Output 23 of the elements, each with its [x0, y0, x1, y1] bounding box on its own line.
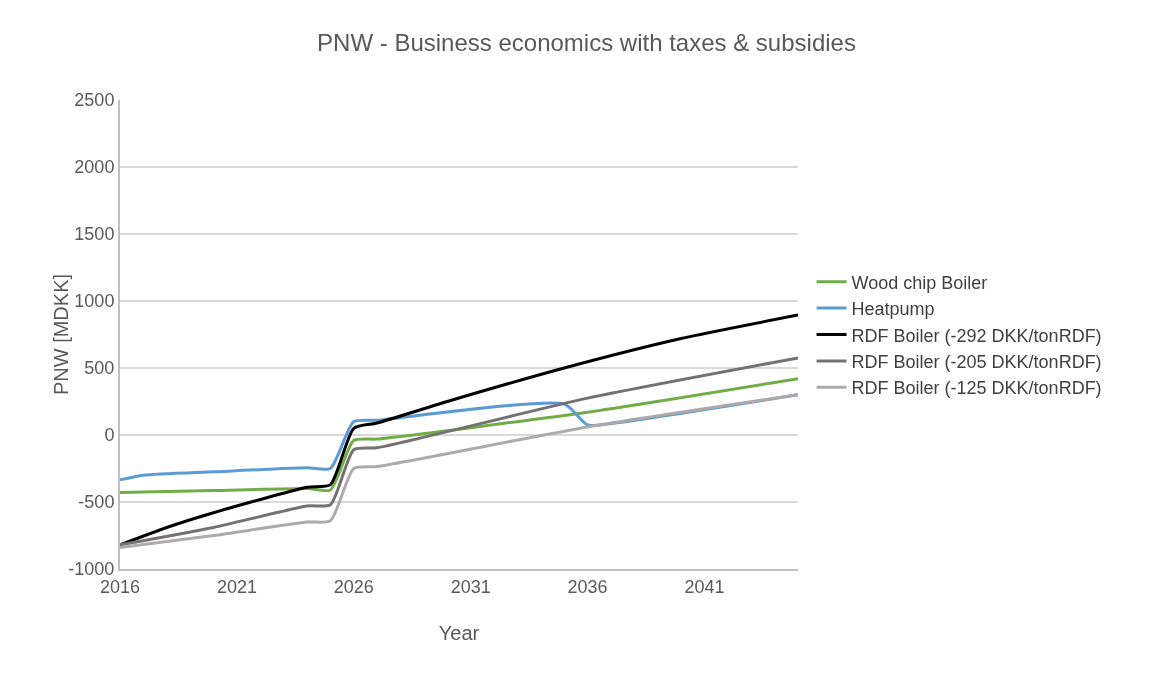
line-series — [120, 393, 798, 550]
legend-label: Heatpump — [851, 299, 935, 320]
legend-label: Wood chip Boiler — [851, 272, 988, 293]
y-tick-label: 500 — [84, 358, 115, 379]
x-tick-label: 2031 — [450, 576, 491, 597]
x-tick-label: 2036 — [567, 576, 608, 597]
chart-title: PNW - Business economics with taxes & subsidies — [317, 28, 856, 56]
y-tick-label: 2000 — [74, 157, 115, 178]
y-tick-label: 2500 — [74, 90, 115, 111]
y-tick-label: 0 — [104, 425, 115, 446]
legend-label: RDF Boiler (-292 DKK/tonRDF) — [851, 325, 1102, 346]
x-tick-label: 2041 — [684, 576, 725, 597]
y-tick-label: -500 — [78, 492, 115, 513]
y-tick-label: 1500 — [74, 224, 115, 245]
legend-label: RDF Boiler (-125 DKK/tonRDF) — [851, 378, 1102, 399]
y-tick-label: 1000 — [74, 291, 115, 312]
y-axis-title: PNW [MDKK] — [50, 273, 73, 396]
line-series — [120, 377, 798, 495]
legend-label: RDF Boiler (-205 DKK/tonRDF) — [851, 351, 1102, 372]
x-axis-title: Year — [438, 622, 480, 644]
x-tick-label: 2026 — [333, 576, 374, 597]
line-series — [120, 356, 798, 547]
x-tick-label: 2021 — [216, 576, 257, 597]
